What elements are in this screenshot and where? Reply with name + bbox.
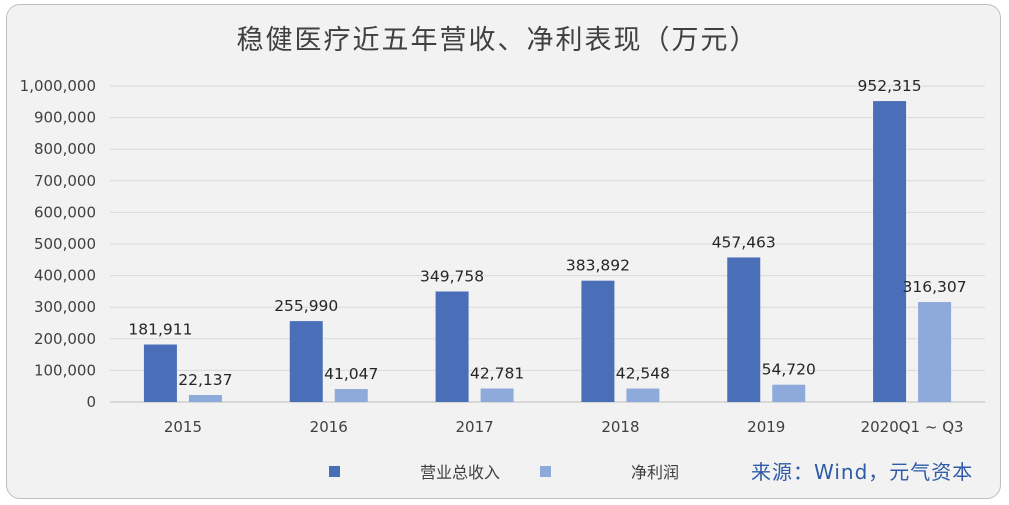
bar-revenue: [289, 321, 323, 402]
y-tick-label: 900,000: [34, 109, 96, 127]
bar-revenue: [873, 101, 907, 403]
data-label-net-profit: 41,047: [324, 365, 378, 383]
bar-revenue: [727, 257, 761, 402]
y-tick-label: 1,000,000: [20, 77, 96, 95]
bar-net-profit: [918, 302, 952, 402]
data-label-net-profit: 42,781: [470, 364, 524, 382]
y-tick-label: 0: [86, 393, 96, 411]
y-tick-label: 300,000: [34, 298, 96, 316]
x-tick-label: 2017: [455, 418, 493, 436]
legend-label-revenue: 营业总收入: [420, 463, 501, 482]
data-label-net-profit: 42,548: [616, 365, 670, 383]
data-label-revenue: 952,315: [858, 77, 922, 95]
data-label-revenue: 181,911: [128, 321, 192, 339]
legend-swatch-net-profit: [540, 465, 551, 477]
legend-item-net-profit: 净利润: [540, 459, 679, 483]
y-tick-label: 800,000: [34, 140, 96, 158]
x-tick-label: 2018: [601, 418, 639, 436]
y-tick-label: 200,000: [34, 330, 96, 348]
x-tick-label: 2016: [310, 418, 348, 436]
data-label-net-profit: 22,137: [178, 371, 232, 389]
bar-revenue: [581, 280, 615, 402]
bar-net-profit: [334, 389, 368, 402]
y-tick-label: 600,000: [34, 203, 96, 221]
bar-net-profit: [772, 384, 806, 402]
source-note: 来源：Wind，元气资本: [751, 460, 974, 484]
data-label-net-profit: 54,720: [762, 361, 816, 379]
chart-title: 稳健医疗近五年营收、净利表现（万元）: [236, 25, 759, 56]
bar-revenue: [435, 291, 469, 402]
data-label-revenue: 383,892: [566, 257, 630, 275]
bar-net-profit: [626, 388, 660, 402]
y-tick-label: 100,000: [34, 361, 96, 379]
data-label-revenue: 349,758: [420, 267, 484, 285]
data-label-net-profit: 316,307: [903, 278, 967, 296]
bar-net-profit: [480, 388, 514, 402]
legend-label-net-profit: 净利润: [631, 463, 680, 482]
legend-item-revenue: 营业总收入: [329, 459, 500, 483]
legend-swatch-revenue: [329, 465, 340, 477]
x-tick-label: 2015: [164, 418, 202, 436]
bar-revenue: [143, 344, 177, 402]
x-tick-label: 2020Q1 ~ Q3: [861, 418, 964, 436]
y-tick-label: 700,000: [34, 172, 96, 190]
data-label-revenue: 457,463: [712, 233, 776, 251]
y-tick-label: 500,000: [34, 235, 96, 253]
data-label-revenue: 255,990: [274, 297, 338, 315]
y-tick-label: 400,000: [34, 267, 96, 285]
x-tick-label: 2019: [747, 418, 785, 436]
bar-net-profit: [188, 395, 222, 402]
